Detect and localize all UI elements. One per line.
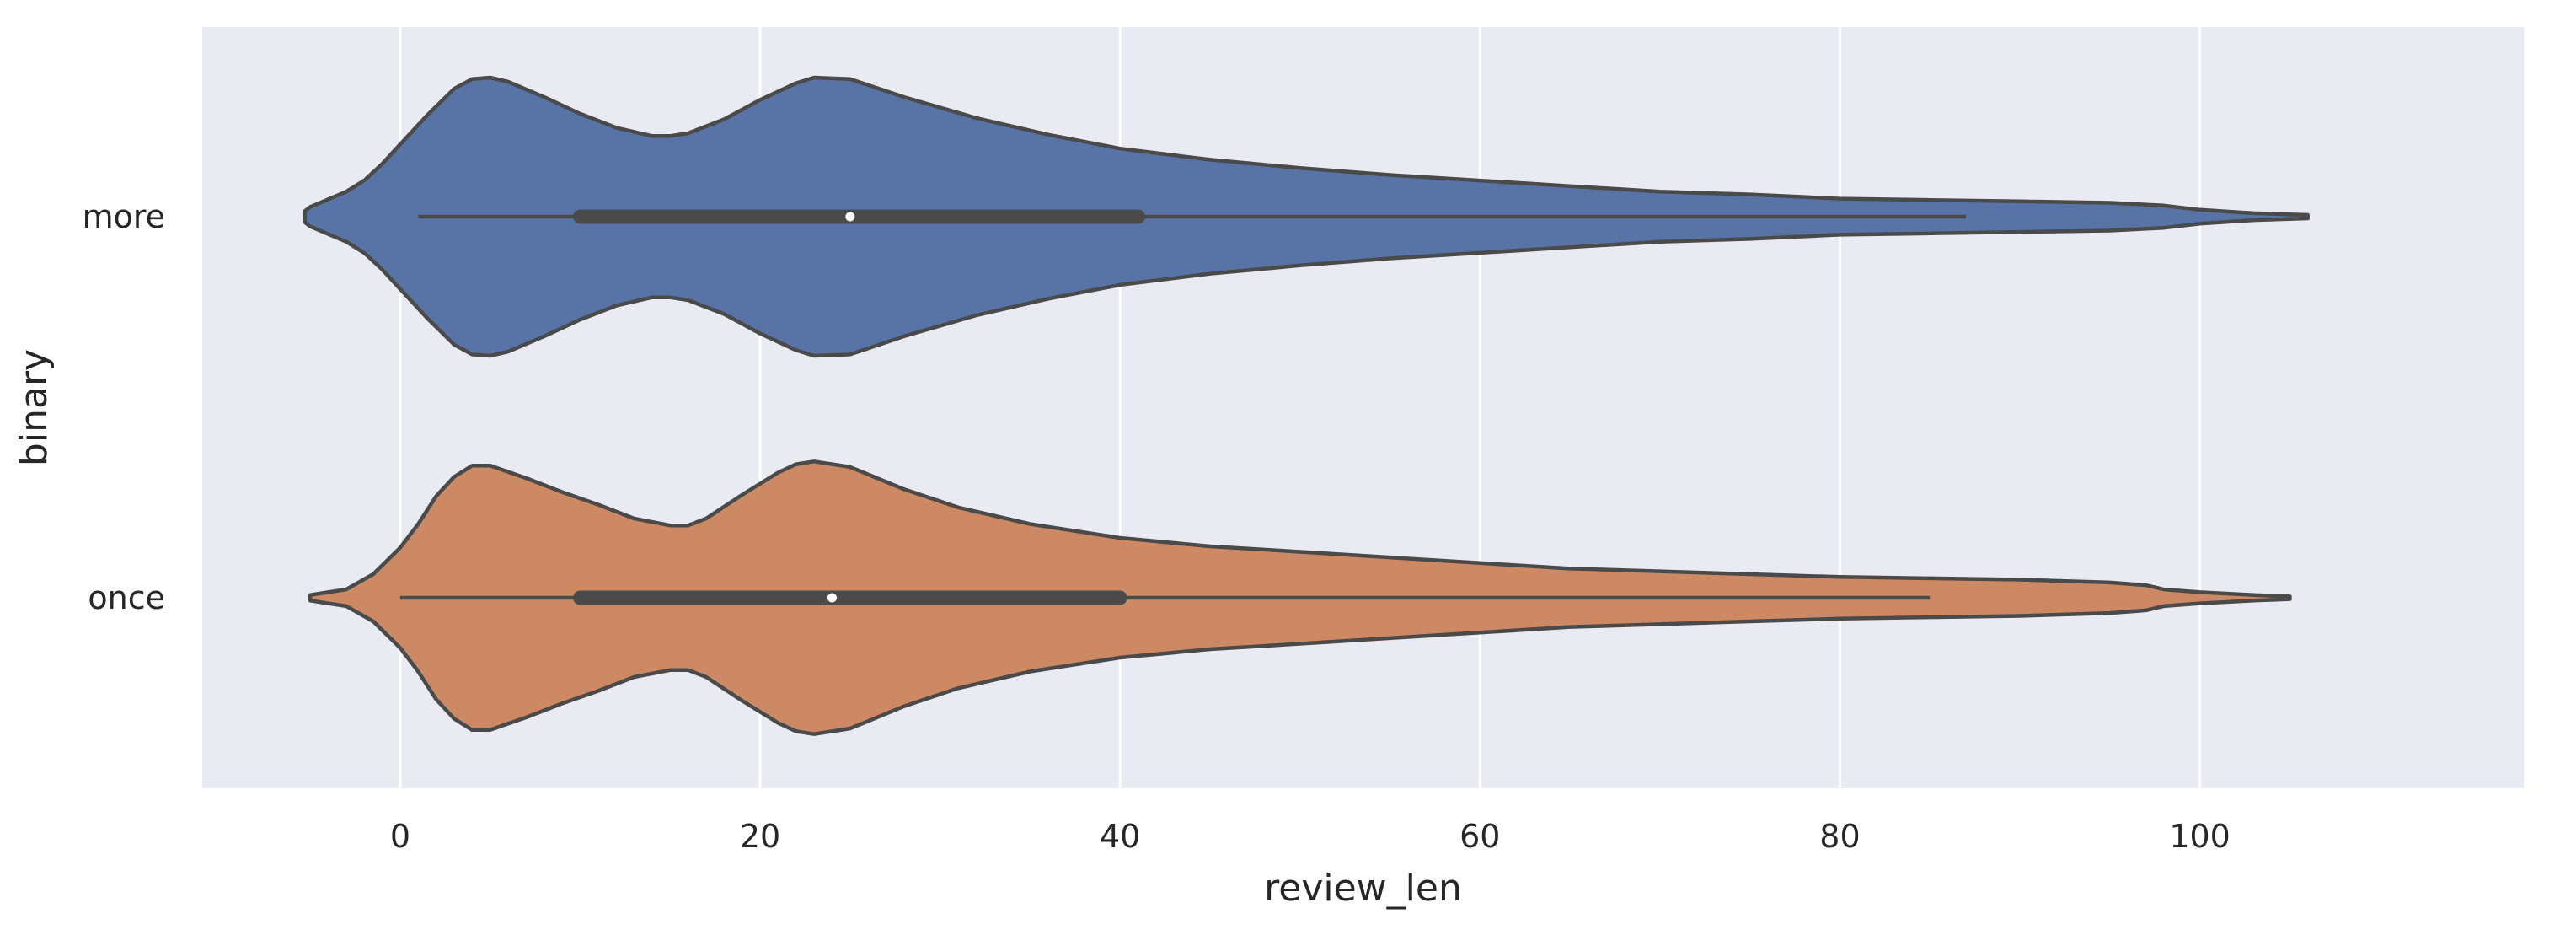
x-axis-label: review_len bbox=[1264, 867, 1462, 910]
median-point bbox=[845, 212, 855, 222]
y-tick-labels: more once bbox=[83, 198, 165, 616]
x-tick-label: 40 bbox=[1100, 818, 1140, 855]
violin-once bbox=[308, 459, 2292, 736]
y-axis-label: binary bbox=[13, 349, 56, 466]
violins bbox=[303, 75, 2310, 736]
y-tick-label-once: once bbox=[88, 579, 165, 616]
y-tick-label-more: more bbox=[83, 198, 165, 235]
x-tick-labels: 0 20 40 60 80 100 bbox=[390, 818, 2231, 855]
violin-more bbox=[303, 75, 2310, 358]
x-tick-label: 0 bbox=[390, 818, 410, 855]
x-tick-label: 20 bbox=[740, 818, 780, 855]
x-tick-label: 100 bbox=[2169, 818, 2231, 855]
median-point bbox=[827, 593, 837, 603]
x-tick-label: 60 bbox=[1459, 818, 1500, 855]
x-tick-label: 80 bbox=[1819, 818, 1860, 855]
